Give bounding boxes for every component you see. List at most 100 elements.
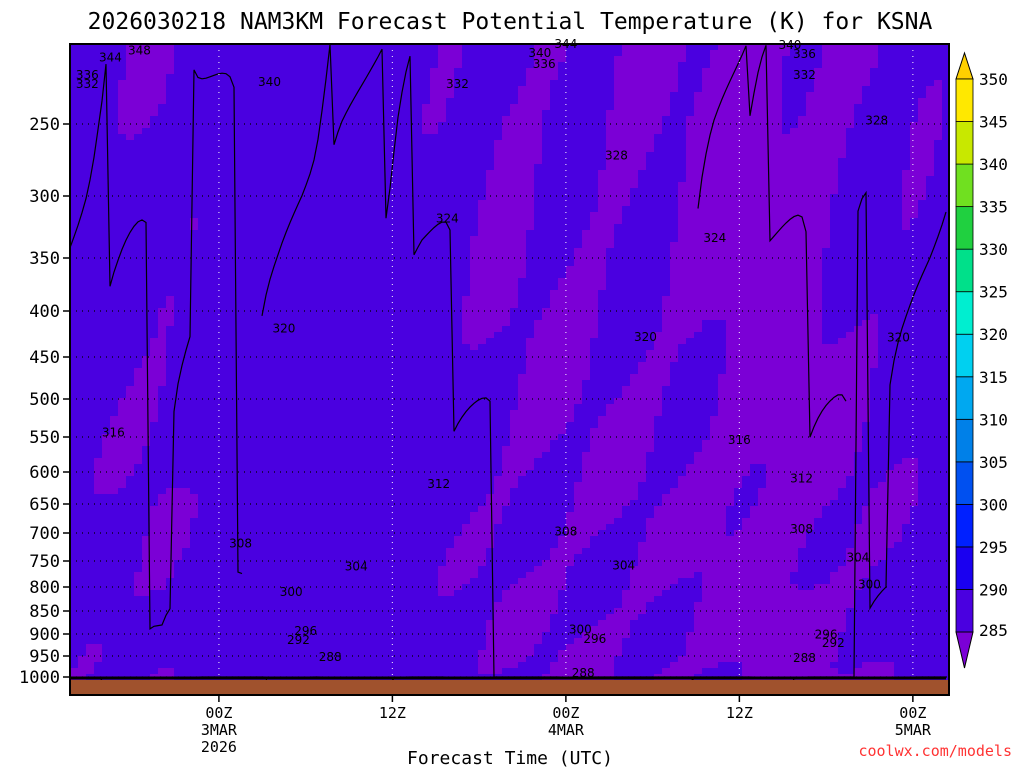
contour-cell bbox=[118, 152, 127, 159]
contour-cell bbox=[774, 146, 783, 153]
contour-cell bbox=[566, 92, 575, 99]
contour-cell bbox=[134, 194, 143, 201]
contour-cell bbox=[430, 80, 439, 87]
contour-cell bbox=[550, 308, 559, 315]
contour-cell bbox=[638, 302, 647, 309]
contour-cell bbox=[806, 104, 815, 111]
contour-cell bbox=[366, 98, 375, 105]
contour-cell bbox=[462, 212, 471, 219]
contour-cell bbox=[214, 74, 223, 81]
contour-cell bbox=[142, 212, 151, 219]
contour-cell bbox=[286, 128, 295, 135]
contour-cell bbox=[822, 260, 831, 267]
contour-cell bbox=[902, 146, 911, 153]
contour-cell bbox=[830, 86, 839, 93]
contour-cell bbox=[86, 308, 95, 315]
contour-cell bbox=[678, 164, 687, 171]
contour-cell bbox=[566, 98, 575, 105]
contour-cell bbox=[462, 218, 471, 225]
contour-cell bbox=[78, 86, 87, 93]
contour-cell bbox=[486, 296, 495, 303]
contour-cell bbox=[326, 140, 335, 147]
contour-cell bbox=[206, 116, 215, 123]
contour-cell bbox=[382, 44, 391, 51]
contour-cell bbox=[678, 272, 687, 279]
contour-cell bbox=[302, 278, 311, 285]
contour-cell bbox=[190, 278, 199, 285]
contour-cell bbox=[246, 302, 255, 309]
contour-cell bbox=[142, 182, 151, 189]
contour-cell bbox=[942, 248, 949, 255]
contour-cell bbox=[142, 74, 151, 81]
contour-cell bbox=[638, 212, 647, 219]
contour-cell bbox=[742, 278, 751, 285]
contour-cell bbox=[198, 212, 207, 219]
contour-cell bbox=[150, 230, 159, 237]
contour-cell bbox=[590, 128, 599, 135]
contour-cell bbox=[518, 68, 527, 75]
contour-cell bbox=[390, 86, 399, 93]
contour-cell bbox=[382, 158, 391, 165]
contour-cell bbox=[942, 68, 949, 75]
contour-cell bbox=[910, 86, 919, 93]
contour-cell bbox=[342, 212, 351, 219]
contour-cell bbox=[214, 278, 223, 285]
contour-cell bbox=[846, 98, 855, 105]
contour-cell bbox=[494, 92, 503, 99]
contour-cell bbox=[398, 56, 407, 63]
contour-cell bbox=[470, 56, 479, 63]
contour-cell bbox=[222, 302, 231, 309]
contour-cell bbox=[774, 152, 783, 159]
contour-cell bbox=[886, 266, 895, 273]
contour-cell bbox=[150, 236, 159, 243]
contour-cell bbox=[478, 278, 487, 285]
contour-cell bbox=[190, 104, 199, 111]
contour-cell bbox=[758, 278, 767, 285]
contour-cell bbox=[766, 206, 775, 213]
contour-cell bbox=[854, 170, 863, 177]
contour-cell bbox=[350, 266, 359, 273]
contour-cell bbox=[694, 188, 703, 195]
contour-cell bbox=[886, 140, 895, 147]
contour-cell bbox=[742, 152, 751, 159]
contour-cell bbox=[510, 134, 519, 141]
contour-cell bbox=[190, 218, 199, 225]
contour-cell bbox=[502, 158, 511, 165]
contour-cell bbox=[270, 224, 279, 231]
contour-cell bbox=[814, 236, 823, 243]
contour-cell bbox=[694, 116, 703, 123]
contour-cell bbox=[134, 302, 143, 309]
contour-cell bbox=[870, 128, 879, 135]
contour-cell bbox=[926, 122, 935, 129]
contour-cell bbox=[270, 110, 279, 117]
contour-cell bbox=[846, 248, 855, 255]
contour-cell bbox=[470, 308, 479, 315]
contour-cell bbox=[934, 104, 943, 111]
contour-cell bbox=[926, 74, 935, 81]
contour-cell bbox=[430, 266, 439, 273]
contour-cell bbox=[502, 164, 511, 171]
contour-cell bbox=[686, 92, 695, 99]
contour-cell bbox=[534, 80, 543, 87]
contour-cell bbox=[718, 92, 727, 99]
contour-cell bbox=[374, 80, 383, 87]
contour-cell bbox=[326, 128, 335, 135]
contour-cell bbox=[182, 86, 191, 93]
contour-cell bbox=[278, 302, 287, 309]
contour-cell bbox=[206, 50, 215, 57]
contour-cell bbox=[774, 260, 783, 267]
contour-cell bbox=[318, 170, 327, 177]
contour-cell bbox=[798, 200, 807, 207]
contour-cell bbox=[438, 218, 447, 225]
contour-cell bbox=[238, 56, 247, 63]
contour-cell bbox=[630, 152, 639, 159]
contour-cell bbox=[822, 278, 831, 285]
contour-cell bbox=[374, 308, 383, 315]
contour-cell bbox=[630, 68, 639, 75]
contour-cell bbox=[270, 302, 279, 309]
contour-cell bbox=[158, 254, 167, 261]
contour-cell bbox=[750, 266, 759, 273]
contour-cell bbox=[310, 170, 319, 177]
contour-cell bbox=[750, 254, 759, 261]
contour-cell bbox=[438, 56, 447, 63]
